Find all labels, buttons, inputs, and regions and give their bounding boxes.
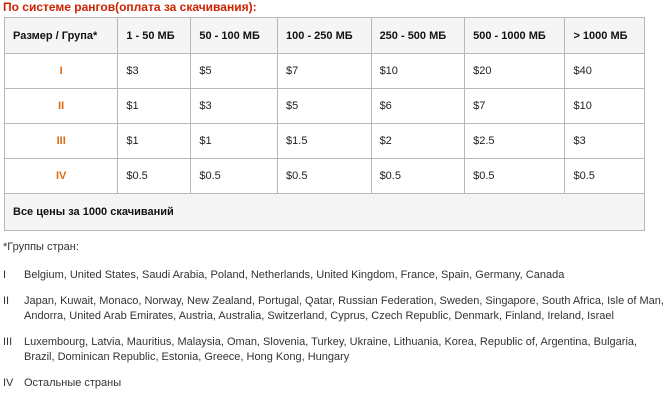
table-header-row: Размер / Група* 1 - 50 МБ 50 - 100 МБ 10… [3, 17, 645, 54]
column-header: 50 - 100 МБ [190, 17, 279, 54]
price-cell: $1 [117, 123, 192, 159]
group-label: I [3, 53, 119, 89]
price-cell: $1 [190, 123, 279, 159]
price-footnote: Все цены за 1000 скачиваний [4, 193, 645, 231]
group-number: II [3, 295, 10, 307]
price-cell: $10 [564, 88, 645, 124]
country-list: Belgium, United States, Saudi Arabia, Po… [24, 269, 565, 281]
group-number: III [3, 336, 13, 348]
column-header: 500 - 1000 МБ [464, 17, 566, 54]
price-cell: $6 [370, 88, 466, 124]
price-cell: $5 [190, 53, 279, 89]
price-cell: $2.5 [464, 123, 566, 159]
country-group-item: II Japan, Kuwait, Monaco, Norway, New Ze… [3, 294, 665, 324]
price-cell: $0.5 [277, 158, 372, 194]
price-table: Размер / Група* 1 - 50 МБ 50 - 100 МБ 10… [3, 17, 645, 231]
country-group-item: III Luxembourg, Latvia, Mauritius, Malay… [3, 335, 665, 365]
country-list: Japan, Kuwait, Monaco, Norway, New Zeala… [24, 295, 664, 322]
country-groups-heading: *Группы стран: [3, 241, 79, 253]
table-footer-row: Все цены за 1000 скачиваний [4, 193, 645, 231]
country-list: Luxembourg, Latvia, Mauritius, Malaysia,… [24, 336, 638, 363]
country-group-item: IV Остальные страны [3, 376, 665, 391]
price-cell: $3 [190, 88, 279, 124]
price-cell: $3 [117, 53, 192, 89]
column-header: 250 - 500 МБ [370, 17, 466, 54]
price-cell: $1 [117, 88, 192, 124]
country-group-item: I Belgium, United States, Saudi Arabia, … [3, 268, 665, 283]
price-cell: $40 [564, 53, 645, 89]
group-number: IV [3, 377, 14, 389]
table-row: IV $0.5 $0.5 $0.5 $0.5 $0.5 $0.5 [3, 158, 645, 194]
price-cell: $0.5 [370, 158, 466, 194]
price-cell: $2 [370, 123, 466, 159]
price-cell: $0.5 [464, 158, 566, 194]
column-header: Размер / Група* [3, 17, 119, 54]
country-list: Остальные страны [24, 377, 122, 389]
price-cell: $3 [564, 123, 645, 159]
table-row: II $1 $3 $5 $6 $7 $10 [3, 88, 645, 124]
group-label: IV [3, 158, 119, 194]
column-header: 1 - 50 МБ [117, 17, 192, 54]
price-cell: $7 [464, 88, 566, 124]
country-groups-list: I Belgium, United States, Saudi Arabia, … [3, 268, 665, 402]
table-row: III $1 $1 $1.5 $2 $2.5 $3 [3, 123, 645, 159]
price-cell: $1.5 [277, 123, 372, 159]
price-cell: $0.5 [190, 158, 279, 194]
column-header: > 1000 МБ [564, 17, 645, 54]
group-label: III [3, 123, 119, 159]
price-cell: $0.5 [117, 158, 192, 194]
price-cell: $10 [370, 53, 466, 89]
column-header: 100 - 250 МБ [277, 17, 372, 54]
price-cell: $5 [277, 88, 372, 124]
price-cell: $7 [277, 53, 372, 89]
price-cell: $0.5 [564, 158, 645, 194]
page-title: По системе рангов(оплата за скачивания): [3, 0, 257, 14]
price-cell: $20 [464, 53, 566, 89]
table-row: I $3 $5 $7 $10 $20 $40 [3, 53, 645, 89]
group-number: I [3, 269, 7, 281]
group-label: II [3, 88, 119, 124]
